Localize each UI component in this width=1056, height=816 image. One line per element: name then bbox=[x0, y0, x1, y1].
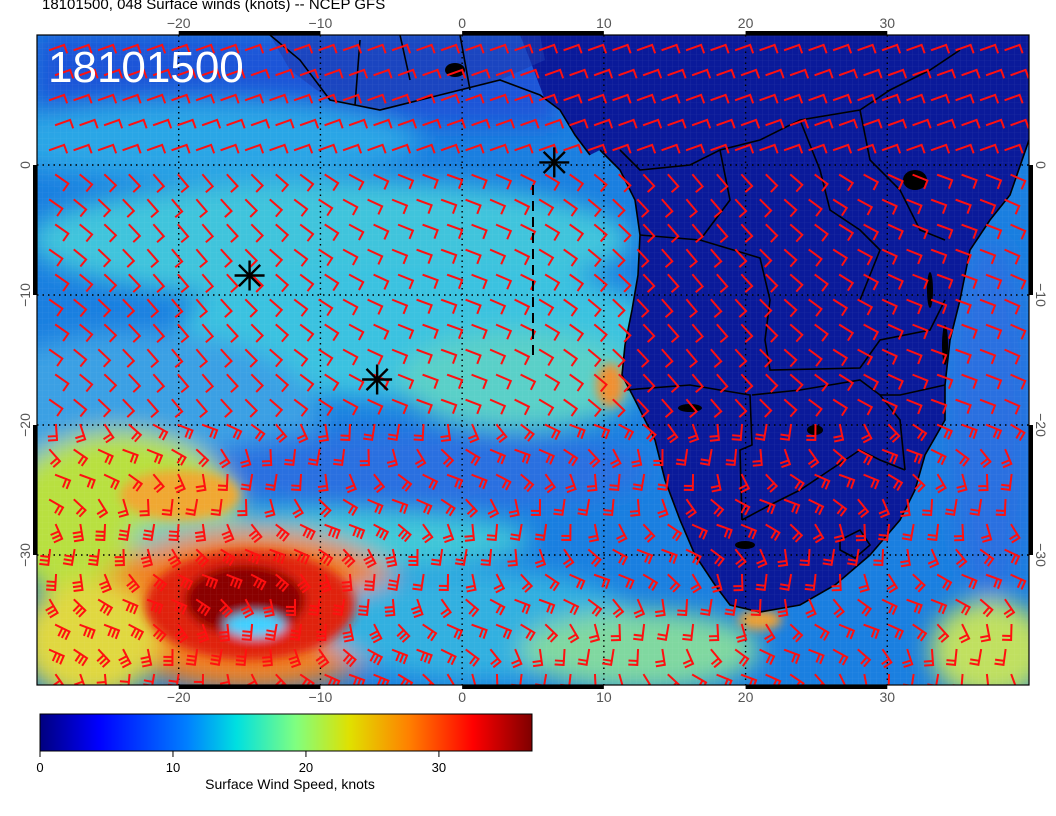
lon-tick-label-bottom: −10 bbox=[309, 689, 333, 705]
lon-tick-label-top: 20 bbox=[738, 15, 754, 31]
lat-tick-label-left: −30 bbox=[17, 543, 33, 567]
lon-tick-label-bottom: 20 bbox=[738, 689, 754, 705]
lon-tick-label-bottom: 10 bbox=[596, 689, 612, 705]
lat-tick-label-right: −20 bbox=[1033, 413, 1049, 437]
lat-tick-label-right: 0 bbox=[1033, 161, 1049, 169]
lon-tick-label-top: 10 bbox=[596, 15, 612, 31]
colorbar-tick-label: 30 bbox=[432, 760, 446, 775]
lon-tick-label-bottom: 30 bbox=[879, 689, 895, 705]
storm-marker-icon bbox=[362, 364, 393, 395]
colorbar-tick-label: 0 bbox=[36, 760, 43, 775]
colorbar: 0 10 20 30 Surface Wind Speed, knots bbox=[36, 713, 533, 792]
timestamp-stamp: 18101500 bbox=[48, 43, 244, 92]
wind-barbs bbox=[39, 43, 1029, 685]
storm-markers bbox=[234, 147, 570, 395]
lat-tick-label-left: 0 bbox=[17, 161, 33, 169]
chart-title: 18101500, 048 Surface winds (knots) -- N… bbox=[42, 0, 386, 13]
colorbar-gradient bbox=[39, 713, 533, 752]
colorbar-tick-label: 20 bbox=[299, 760, 313, 775]
storm-marker-icon bbox=[234, 260, 265, 291]
lon-tick-label-top: 0 bbox=[458, 15, 466, 31]
storm-marker-icon bbox=[539, 147, 570, 178]
lat-tick-label-right: −30 bbox=[1033, 543, 1049, 567]
lat-tick-label-left: −10 bbox=[17, 283, 33, 307]
lat-tick-label-left: −20 bbox=[17, 413, 33, 437]
wind-speed-field: 18101500 bbox=[37, 35, 1029, 685]
lon-tick-label-top: −20 bbox=[167, 15, 191, 31]
lon-tick-label-top: −10 bbox=[309, 15, 333, 31]
colorbar-tick-label: 10 bbox=[166, 760, 180, 775]
lon-tick-label-bottom: 0 bbox=[458, 689, 466, 705]
lat-tick-label-right: −10 bbox=[1033, 283, 1049, 307]
frame-tick-bars bbox=[33, 31, 1033, 689]
lon-tick-label-top: 30 bbox=[879, 15, 895, 31]
colorbar-title: Surface Wind Speed, knots bbox=[205, 776, 375, 792]
lon-tick-label-bottom: −20 bbox=[167, 689, 191, 705]
